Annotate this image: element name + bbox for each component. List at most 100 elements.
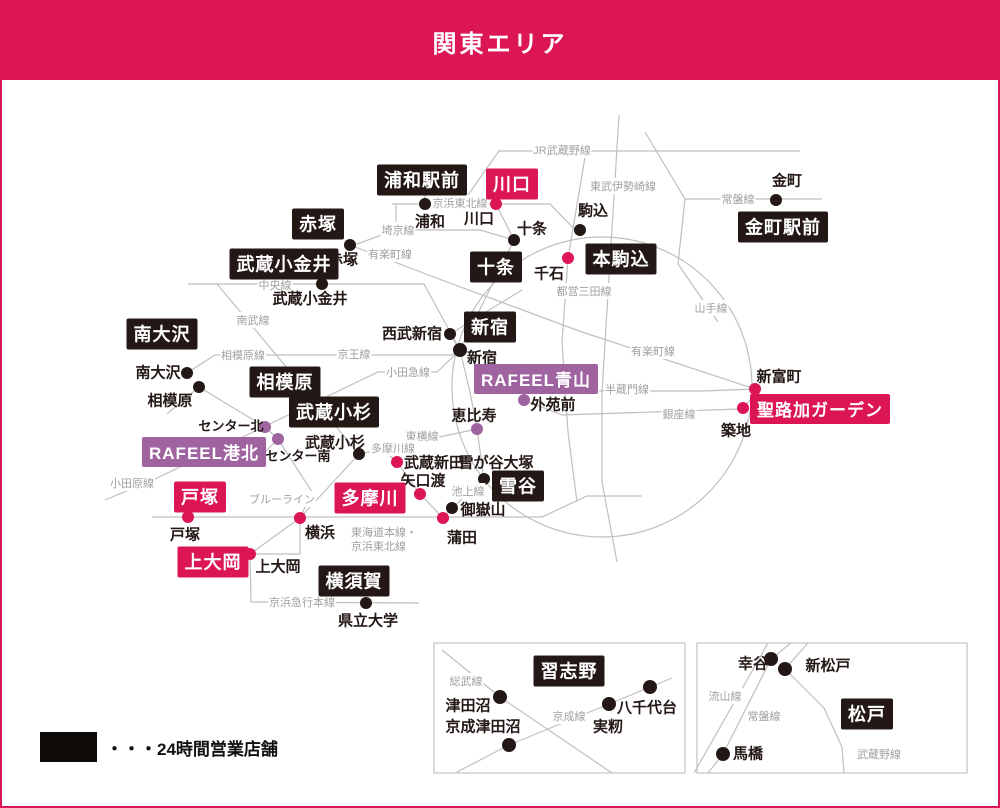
store-box-RAFEEL港北[interactable]: RAFEEL港北 [142,437,266,467]
station-dot-浦和 [419,198,431,210]
railway-line-nagareyama-inset [693,642,769,774]
station-label-相模原: 相模原 [147,392,193,410]
store-box-本駒込[interactable]: 本駒込 [585,243,657,275]
store-box-多摩川[interactable]: 多摩川 [334,482,406,514]
store-box-相模原[interactable]: 相模原 [249,366,321,398]
store-box-武蔵小金井[interactable]: 武蔵小金井 [229,248,339,280]
line-label-常盤線: 常盤線 [746,708,782,724]
station-label-京成津田沼: 京成津田沼 [445,718,521,736]
store-box-雪谷[interactable]: 雪谷 [492,470,544,502]
station-dot-南大沢 [181,367,193,379]
station-dot-武蔵新田 [391,456,403,468]
store-box-金町駅前[interactable]: 金町駅前 [738,211,828,243]
station-dot-築地 [737,402,749,414]
station-label-新宿: 新宿 [466,349,498,367]
station-label-御嶽山: 御嶽山 [460,501,506,519]
inset-box [696,642,968,774]
station-label-矢口渡: 矢口渡 [400,472,446,490]
station-label-武蔵新田: 武蔵新田 [403,454,465,472]
station-dot-八千代台 [643,680,657,694]
station-label-築地: 築地 [720,422,752,440]
line-label-京王線: 京王線 [336,346,372,362]
store-box-浦和駅前[interactable]: 浦和駅前 [377,164,467,196]
station-dot-幸谷 [764,652,778,666]
line-label-東武伊勢崎線: 東武伊勢崎線 [589,178,657,194]
railway-line-saikyo-a [395,204,515,241]
railway-line-keisei-inset [456,677,673,773]
line-label-武蔵野線: 武蔵野線 [856,746,902,762]
store-box-松戸[interactable]: 松戸 [841,698,893,730]
station-label-県立大学: 県立大学 [337,612,399,630]
store-box-戸塚[interactable]: 戸塚 [174,481,226,513]
legend-black-swatch [40,732,97,762]
station-dot-外苑前 [518,394,530,406]
store-box-新宿[interactable]: 新宿 [464,311,516,343]
station-label-武蔵小杉: 武蔵小杉 [304,434,366,452]
station-label-新富町: 新富町 [756,368,802,386]
line-label-中央線: 中央線 [257,277,293,293]
station-label-武蔵小金井: 武蔵小金井 [272,290,348,308]
line-label-常盤線: 常盤線 [720,191,756,207]
store-box-南大沢[interactable]: 南大沢 [126,318,198,350]
store-box-武蔵小杉[interactable]: 武蔵小杉 [289,396,379,428]
station-dot-戸塚 [182,511,194,523]
store-box-十条[interactable]: 十条 [470,251,522,283]
station-label-外苑前: 外苑前 [530,396,576,414]
line-label-南武線: 南武線 [235,312,271,328]
railway-line-tokaido-main [152,495,642,518]
line-label-埼京線: 埼京線 [380,222,416,238]
line-label-半蔵門線: 半蔵門線 [604,381,650,397]
station-label-新松戸: 新松戸 [805,657,851,675]
railway-line-yokohama-l [251,518,301,555]
station-label-横浜: 横浜 [304,524,336,542]
store-box-川口[interactable]: 川口 [486,168,538,200]
railway-line-kawaguchi-jujo [495,203,515,241]
station-dot-新松戸 [778,662,792,676]
line-label-小田急線: 小田急線 [385,364,431,380]
station-dot-川口 [490,198,502,210]
station-label-センター南: センター南 [265,448,331,464]
station-label-駒込: 駒込 [577,202,609,220]
railway-line-joban-inset [707,642,792,774]
station-label-千石: 千石 [533,265,565,283]
station-dot-御嶽山 [446,502,458,514]
legend: ・・・24時間営業店舗 [40,732,278,762]
store-box-横須賀[interactable]: 横須賀 [318,565,390,597]
station-label-浦和: 浦和 [414,213,446,231]
line-label-JR武蔵野線: JR武蔵野線 [532,142,592,158]
line-label-相模原線: 相模原線 [220,347,266,363]
store-box-上大岡[interactable]: 上大岡 [177,546,249,578]
store-box-赤塚[interactable]: 赤塚 [292,208,344,240]
line-label-流山線: 流山線 [707,688,743,704]
station-dot-恵比寿 [471,423,483,435]
store-box-聖路加ガーデン[interactable]: 聖路加ガーデン [750,394,890,424]
store-box-RAFEEL青山[interactable]: RAFEEL青山 [474,364,598,394]
store-box-習志野[interactable]: 習志野 [533,655,605,687]
railway-line-jr-musashino [462,150,800,203]
line-label-山手線: 山手線 [693,300,729,316]
station-label-金町: 金町 [771,172,803,190]
station-label-南大沢: 南大沢 [135,364,181,382]
line-label-有楽町線: 有楽町線 [367,246,413,262]
station-dot-実籾 [602,697,616,711]
line-label-池上線: 池上線 [450,483,486,499]
line-label-銀座線: 銀座線 [661,406,697,422]
railway-line-yamanote-west [459,349,478,430]
station-label-センター北: センター北 [198,418,264,434]
railway-line-yokohama-kamiooka [249,517,301,555]
railway-line-musashino-inset [784,642,845,774]
station-label-十条: 十条 [516,220,548,238]
station-dot-県立大学 [360,597,372,609]
legend-label: ・・・24時間営業店舗 [106,739,278,759]
station-label-上大岡: 上大岡 [255,558,301,576]
railway-line-toei-mita [561,156,586,503]
station-label-馬橋: 馬橋 [732,745,764,763]
station-dot-津田沼 [493,690,507,704]
station-dot-千石 [562,252,574,264]
line-label-ブルーライン: ブルーライン [248,491,316,507]
line-label-有楽町線: 有楽町線 [630,343,676,359]
station-dot-矢口渡 [414,488,426,500]
line-label-東海道本線・京浜東北線: 東海道本線・ 京浜東北線 [350,527,418,555]
station-dot-京成津田沼 [502,738,516,752]
